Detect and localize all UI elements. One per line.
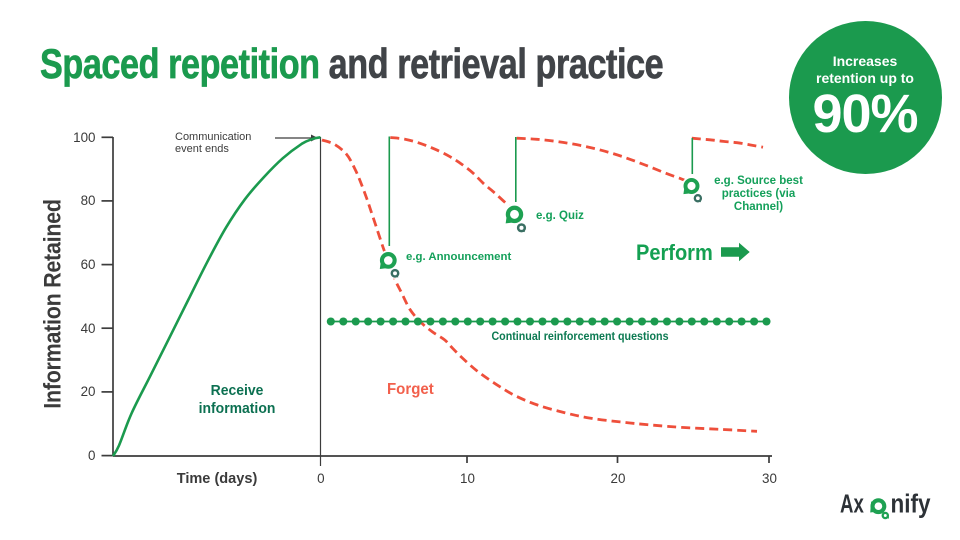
svg-text:nify: nify [891,490,932,518]
svg-text:Ax: Ax [840,490,864,518]
